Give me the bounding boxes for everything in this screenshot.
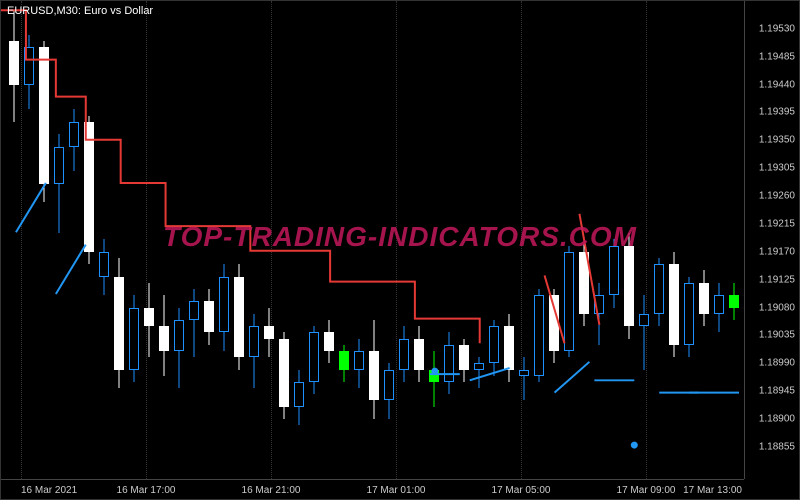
candlestick [654, 1, 664, 481]
y-axis-label: 1.19530 [759, 23, 795, 34]
y-axis-label: 1.19350 [759, 135, 795, 146]
candlestick [84, 1, 94, 481]
y-axis-label: 1.18900 [759, 414, 795, 425]
candlestick [729, 1, 739, 481]
watermark-text: TOP-TRADING-INDICATORS.COM [163, 221, 637, 253]
y-axis: 1.19530 1.19485 1.19440 1.19395 1.19350 1.193… [744, 1, 799, 479]
y-axis-label: 1.19485 [759, 51, 795, 62]
y-axis-label: 1.19080 [759, 302, 795, 313]
x-axis-label: 16 Mar 21:00 [242, 485, 301, 496]
y-axis-label: 1.18855 [759, 441, 795, 452]
candlestick [639, 1, 649, 481]
y-axis-label: 1.19170 [759, 246, 795, 257]
candlestick [129, 1, 139, 481]
y-axis-label: 1.18990 [759, 358, 795, 369]
x-axis-label: 16 Mar 2021 [21, 485, 77, 496]
y-axis-label: 1.19125 [759, 274, 795, 285]
x-axis: 16 Mar 2021 16 Mar 17:00 16 Mar 21:00 17 Ma… [1, 479, 744, 499]
y-axis-label: 1.19440 [759, 79, 795, 90]
grid-line [21, 1, 22, 479]
candlestick [69, 1, 79, 481]
x-axis-label: 17 Mar 09:00 [617, 485, 676, 496]
candlestick [714, 1, 724, 481]
candlestick [114, 1, 124, 481]
candlestick [54, 1, 64, 481]
candlestick [684, 1, 694, 481]
y-axis-label: 1.19305 [759, 163, 795, 174]
candlestick [144, 1, 154, 481]
x-axis-label: 16 Mar 17:00 [117, 485, 176, 496]
y-axis-label: 1.18945 [759, 386, 795, 397]
y-axis-label: 1.19215 [759, 218, 795, 229]
y-axis-label: 1.19260 [759, 191, 795, 202]
candlestick [24, 1, 34, 481]
y-axis-label: 1.19035 [759, 330, 795, 341]
y-axis-label: 1.19395 [759, 107, 795, 118]
chart-title: EURUSD,M30: Euro vs Dollar [7, 5, 153, 17]
chart-container: EURUSD,M30: Euro vs Dollar TOP-TRADING-I… [0, 0, 800, 500]
candlestick [99, 1, 109, 481]
candlestick [699, 1, 709, 481]
x-axis-label: 17 Mar 05:00 [492, 485, 551, 496]
candlestick [9, 1, 19, 481]
candlestick [669, 1, 679, 481]
x-axis-label: 17 Mar 13:00 [683, 485, 742, 496]
x-axis-label: 17 Mar 01:00 [367, 485, 426, 496]
candlestick [39, 1, 49, 481]
